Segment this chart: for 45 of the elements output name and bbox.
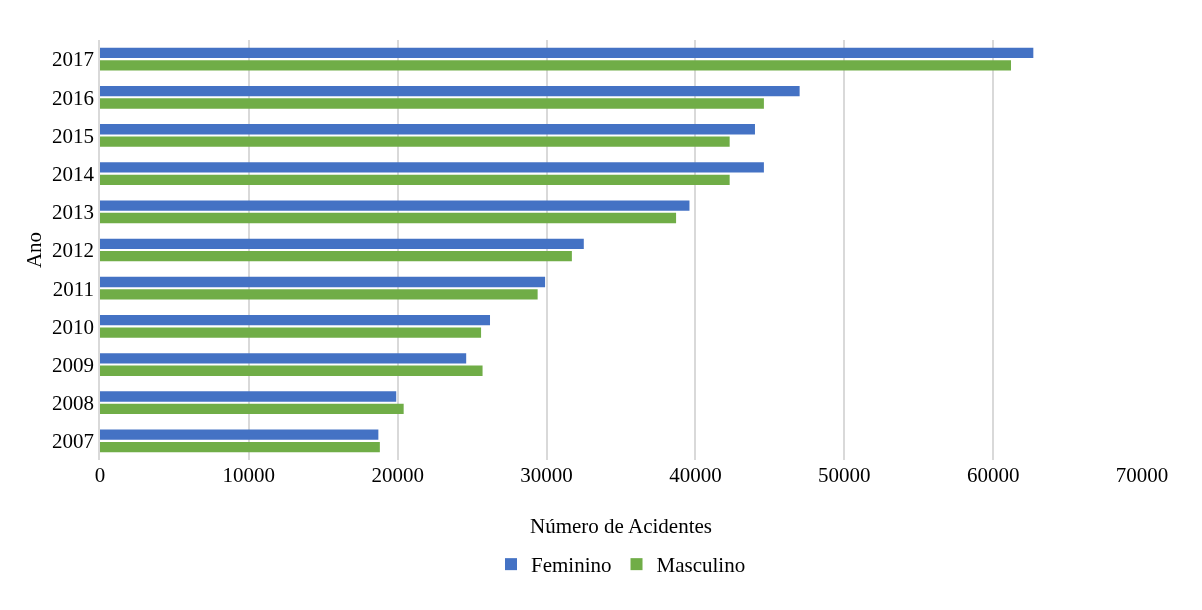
bar <box>100 251 572 262</box>
x-axis-title: Número de Acidentes <box>530 514 712 538</box>
bar <box>100 47 1034 59</box>
y-tick-label: 2013 <box>52 200 95 225</box>
y-tick-label: 2014 <box>52 161 95 186</box>
bar <box>100 391 397 402</box>
bar <box>100 136 730 147</box>
bar <box>100 200 690 211</box>
bar <box>100 327 482 338</box>
y-tick-label: 2008 <box>52 391 95 416</box>
bar <box>100 162 764 173</box>
bar <box>100 124 755 135</box>
legend-label: Masculino <box>656 553 746 578</box>
y-tick-label: 2015 <box>52 123 95 148</box>
x-tick-label: 20000 <box>371 463 424 487</box>
bar <box>100 60 1012 71</box>
y-tick-label: 2012 <box>52 238 95 263</box>
x-tick-label: 50000 <box>818 463 871 487</box>
bar <box>100 441 380 453</box>
bar <box>100 353 467 364</box>
bar <box>100 403 404 415</box>
x-tick-label: 10000 <box>222 463 276 487</box>
x-tick-label: 70000 <box>1115 463 1169 487</box>
y-tick-label: 2011 <box>52 276 95 301</box>
y-tick-label: 2009 <box>52 352 95 377</box>
bar <box>100 174 730 185</box>
x-tick-label: 40000 <box>669 463 722 487</box>
bar <box>100 289 538 300</box>
bar <box>100 238 584 249</box>
bar <box>100 98 764 109</box>
x-tick-label: 60000 <box>966 463 1020 487</box>
y-tick-label: 2007 <box>52 429 95 454</box>
bar <box>100 276 546 288</box>
legend-label: Feminino <box>531 553 612 578</box>
x-tick-label: 0 <box>94 463 106 487</box>
bar <box>100 365 483 376</box>
bar <box>100 429 379 440</box>
y-tick-label: 2016 <box>52 85 95 110</box>
x-tick-label: 30000 <box>520 463 573 487</box>
y-tick-label: 2017 <box>52 47 95 72</box>
bar <box>100 212 677 224</box>
y-tick-label: 2010 <box>52 314 95 339</box>
bar <box>100 85 800 97</box>
bar <box>100 315 491 326</box>
y-axis-title: Ano <box>21 231 46 269</box>
